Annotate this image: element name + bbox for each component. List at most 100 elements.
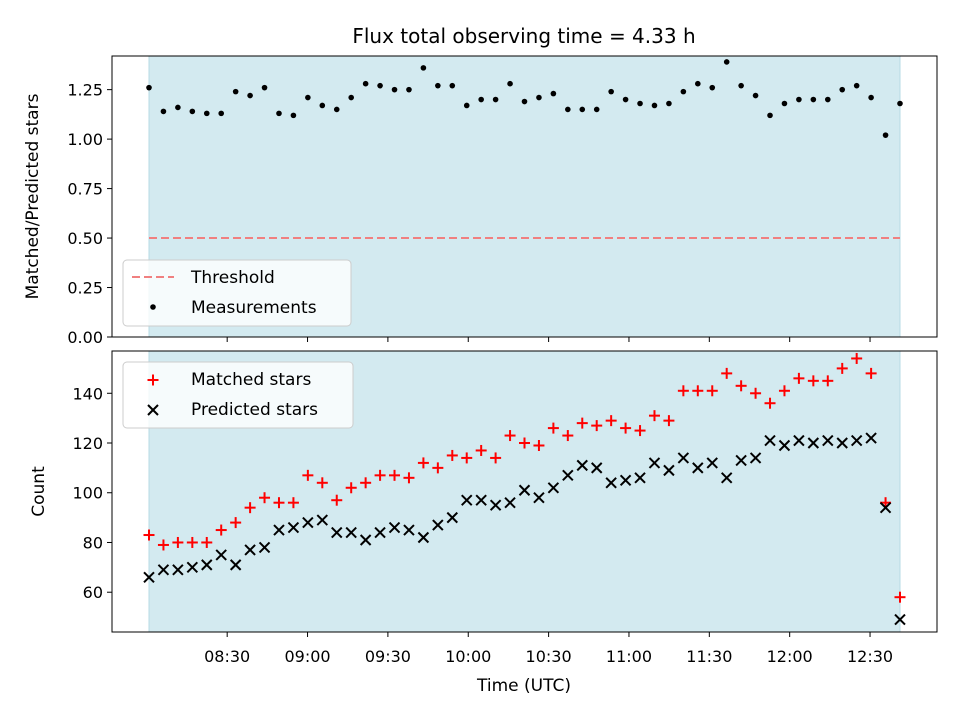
measurement-point (406, 86, 412, 93)
predicted-star-point (244, 544, 256, 556)
measurement-point (348, 94, 354, 101)
matched-star-point (475, 444, 487, 456)
measurement-point (362, 80, 369, 87)
measurement-point (796, 96, 802, 103)
measurement-point (420, 65, 427, 71)
matched-star-point (735, 380, 747, 392)
predicted-star-point (692, 462, 704, 474)
x-tick-label: 12:00 (767, 647, 813, 666)
predicted-star-point (879, 501, 892, 514)
matched-star-point (490, 452, 502, 464)
predicted-star-point (475, 494, 487, 506)
predicted-star-point (778, 439, 791, 452)
predicted-star-point (331, 526, 343, 539)
matched-star-point (302, 469, 314, 481)
measurement-point (781, 100, 788, 107)
matched-star-point (793, 372, 805, 384)
measurement-point (536, 94, 542, 101)
matched-star-point (172, 536, 184, 548)
x-axis-label: Time (UTC) (476, 676, 571, 696)
measurement-point (882, 132, 889, 138)
measurement-point (203, 110, 210, 117)
predicted-star-point (403, 524, 415, 536)
predicted-star-point (836, 437, 848, 449)
y-tick-label: 0.25 (67, 279, 103, 298)
predicted-star-point (461, 494, 473, 506)
y-tick-label: 140 (72, 384, 103, 403)
measurement-point (189, 108, 196, 115)
matched-star-point (533, 439, 545, 451)
matched-star-point (706, 385, 718, 397)
y-tick-label: 0.00 (67, 328, 103, 347)
predicted-star-point (157, 564, 170, 576)
y-tick-label: 120 (72, 434, 103, 453)
predicted-star-point (229, 559, 242, 571)
matched-star-point (504, 430, 516, 442)
predicted-star-point (388, 521, 401, 534)
count-points (143, 352, 906, 626)
measurement-point (435, 82, 441, 89)
predicted-star-point (432, 519, 444, 531)
predicted-star-point (201, 559, 213, 571)
ratio-y-ticks: 0.00 0.25 0.50 0.75 1.00 1.25 (67, 81, 112, 347)
x-tick-label: 09:00 (284, 647, 330, 666)
measurement-point (651, 102, 658, 109)
ratio-legend-box (122, 259, 352, 327)
predicted-star-point (735, 454, 747, 467)
measurement-point (839, 86, 846, 93)
matched-star-point (316, 477, 328, 489)
count-axes: 60 80 100 120 140 08:30 09:00 09:30 10:00 10:30 1… (29, 350, 938, 696)
measurement-point (232, 88, 239, 95)
measurements-legend-label: Measurements (191, 298, 317, 318)
count-legend: Matched stars Predicted stars (122, 361, 354, 429)
predicted-star-point (576, 459, 588, 472)
measurement-point (738, 82, 744, 89)
measurement-point (391, 86, 398, 93)
predicted-star-point (619, 474, 632, 487)
predicted-star-point (518, 484, 531, 496)
predicted-star-point (287, 521, 300, 534)
matched-star-point (764, 397, 776, 409)
matched-star-point (201, 536, 213, 548)
matched-legend-swatch (147, 374, 159, 386)
measurement-point (723, 59, 730, 65)
predicted-star-point (764, 434, 776, 447)
measurement-point (853, 82, 860, 89)
measurement-points (146, 59, 903, 138)
matched-star-point (432, 462, 444, 474)
measurement-point (608, 88, 614, 95)
ratio-legend: Threshold Measurements (122, 259, 352, 327)
x-tick-label: 11:30 (686, 647, 732, 666)
measurement-point (478, 96, 484, 103)
predicted-star-point (547, 482, 560, 494)
x-tick-label: 11:00 (606, 647, 652, 666)
y-tick-label: 1.25 (67, 81, 103, 100)
measurement-point (175, 104, 181, 111)
measurement-point (218, 110, 225, 117)
measurement-point (521, 98, 528, 105)
predicted-star-point (677, 452, 690, 464)
measurement-point (160, 108, 167, 115)
predicted-star-point (374, 526, 386, 539)
predicted-star-point (865, 432, 877, 444)
matched-star-point (750, 387, 762, 399)
predicted-star-point (489, 499, 502, 511)
matched-star-point (634, 425, 646, 437)
y-tick-label: 0.50 (67, 229, 103, 248)
measurement-point (695, 80, 701, 87)
predicted-star-point (591, 462, 603, 474)
matched-star-point (331, 494, 343, 506)
matched-star-point (778, 385, 790, 397)
measurement-point (247, 92, 253, 99)
predicted-star-point (793, 434, 805, 447)
measurement-point (752, 92, 759, 99)
measurement-point (897, 100, 903, 107)
measurement-point (824, 96, 831, 103)
y-tick-label: 100 (72, 484, 103, 503)
matched-star-point (591, 420, 603, 432)
matched-star-point (721, 367, 733, 379)
y-tick-label: 0.75 (67, 180, 103, 199)
predicted-legend-marker (147, 404, 159, 416)
matched-star-point (865, 367, 877, 379)
measurement-point (507, 80, 513, 87)
